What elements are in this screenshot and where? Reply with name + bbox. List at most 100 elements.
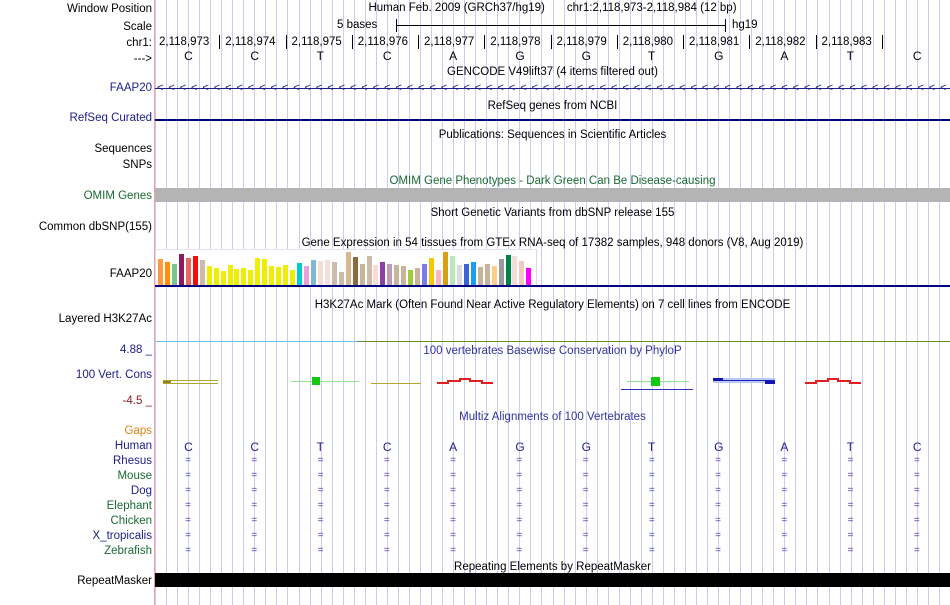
multiz-gap-glyph: = <box>383 545 390 556</box>
strand-arrow-left-icon: < <box>384 82 391 94</box>
gtex-tissue-bar <box>436 270 441 286</box>
multiz-gap-glyph: = <box>648 485 655 496</box>
species-label-rhesus[interactable]: Rhesus <box>113 455 152 467</box>
gtex-tissue-bar <box>171 264 177 286</box>
strand-arrow-left-icon: < <box>452 82 459 94</box>
strand-arrow-left-icon: < <box>191 82 198 94</box>
multiz-gap-glyph: = <box>847 545 854 556</box>
strand-arrow-left-icon: < <box>792 82 800 94</box>
species-label-xtropicalis[interactable]: X_tropicalis <box>92 530 152 542</box>
multiz-human-base: T <box>846 440 854 454</box>
gencode-transcript-line[interactable] <box>155 88 950 89</box>
strand-arrow-left-icon: < <box>849 82 856 94</box>
sequence-base: G <box>581 49 591 63</box>
track-label-gtex[interactable]: FAAP20 <box>109 268 152 280</box>
track-label-snps[interactable]: SNPs <box>122 159 152 171</box>
strand-arrow-left-icon: < <box>656 82 663 94</box>
sequence-base: C <box>912 49 922 63</box>
multiz-gap-glyph: = <box>516 545 523 556</box>
multiz-gap-glyph: = <box>648 515 655 526</box>
assembly-name: Human Feb. 2009 (GRCh37/hg19) <box>368 2 545 14</box>
multiz-gap-glyph: = <box>251 470 258 481</box>
gtex-tissue-bar <box>401 266 407 286</box>
ruler-tick <box>616 35 618 49</box>
gtex-tissue-bar <box>234 269 240 286</box>
strand-arrow-left-icon: < <box>576 82 584 94</box>
species-label-human[interactable]: Human <box>114 440 152 452</box>
gtex-expression-barchart[interactable] <box>155 249 537 287</box>
gridline <box>254 0 255 605</box>
multiz-gap-glyph: = <box>317 545 324 556</box>
strand-arrow-left-icon: < <box>327 82 334 94</box>
track-label-sequences[interactable]: Sequences <box>94 143 152 155</box>
strand-arrow-left-icon: < <box>259 82 266 94</box>
ruler-position-label: 2,118,975 <box>291 36 342 48</box>
multiz-gap-glyph: = <box>582 530 589 541</box>
multiz-gap-glyph: = <box>781 500 788 511</box>
multiz-gap-glyph: = <box>847 515 854 526</box>
multiz-gap-glyph: = <box>317 485 324 496</box>
gtex-track-title: Gene Expression in 54 tissues from GTEx … <box>301 237 804 249</box>
multiz-gap-glyph: = <box>383 470 390 481</box>
species-label-chicken[interactable]: Chicken <box>110 515 152 527</box>
multiz-gap-glyph: = <box>516 515 523 526</box>
multiz-gap-glyph: = <box>847 455 854 466</box>
species-label-elephant[interactable]: Elephant <box>106 500 152 512</box>
multiz-gap-glyph: = <box>847 470 854 481</box>
track-label-h3k27ac[interactable]: Layered H3K27Ac <box>58 313 152 325</box>
omim-gene-bar[interactable] <box>155 188 950 202</box>
conservation-feature-red-arc <box>437 382 449 384</box>
strand-arrow-left-icon: < <box>781 82 788 94</box>
track-label-dbsnp[interactable]: Common dbSNP(155) <box>38 221 152 233</box>
gtex-tissue-bar <box>519 261 525 286</box>
gridline <box>928 0 929 605</box>
strand-arrow-left-icon: < <box>168 82 175 94</box>
gtex-tissue-bar <box>192 256 198 286</box>
multiz-gap-glyph: = <box>781 530 788 541</box>
ruler-position-label: 2,118,983 <box>821 36 872 48</box>
multiz-gap-glyph: = <box>383 515 390 526</box>
gridline <box>354 0 355 605</box>
gencode-track-title: GENCODE V49lift37 (4 items filtered out) <box>447 66 658 78</box>
chrom-label: chr1: <box>126 37 152 49</box>
assembly-title: Human Feb. 2009 (GRCh37/hg19) chr1:2,118,… <box>155 2 950 14</box>
track-label-gencode[interactable]: FAAP20 <box>109 82 152 94</box>
gtex-tissue-bar <box>248 270 254 286</box>
multiz-gap-glyph: = <box>715 485 721 496</box>
strand-arrow-left-icon: < <box>520 82 527 94</box>
strand-arrow-left-icon: < <box>928 82 936 94</box>
multiz-gap-glyph: = <box>450 530 456 541</box>
species-label-zebrafish[interactable]: Zebrafish <box>104 545 152 557</box>
track-label-repeatmasker[interactable]: RepeatMasker <box>77 575 152 587</box>
track-label-refseq[interactable]: RefSeq Curated <box>69 112 152 124</box>
species-label-mouse[interactable]: Mouse <box>117 470 152 482</box>
strand-arrow-left-icon: < <box>179 82 187 94</box>
gridline <box>475 0 476 605</box>
track-label-conservation[interactable]: 100 Vert. Cons <box>75 369 152 381</box>
gridline <box>519 0 520 605</box>
multiz-gap-glyph: = <box>715 470 721 481</box>
gridline <box>917 0 918 605</box>
strand-arrow-left-icon: < <box>611 82 618 94</box>
strand-arrow-left-icon: < <box>486 82 493 94</box>
strand-arrow-left-icon: < <box>838 82 845 94</box>
track-label-gaps[interactable]: Gaps <box>124 425 153 437</box>
gtex-tissue-bar <box>220 271 226 286</box>
gridline <box>243 0 244 605</box>
multiz-gap-glyph: = <box>251 485 258 496</box>
multiz-gap-glyph: = <box>185 545 191 556</box>
multiz-human-base: G <box>581 440 591 454</box>
conservation-feature-red-arc2 <box>849 382 861 384</box>
gtex-tissue-bar <box>415 268 421 286</box>
gtex-tissue-bar <box>262 259 268 286</box>
gridline <box>729 0 730 605</box>
refseq-gene-line[interactable] <box>155 119 950 121</box>
species-label-dog[interactable]: Dog <box>130 485 152 497</box>
track-label-omim[interactable]: OMIM Genes <box>83 190 152 202</box>
strand-arrow-left-icon: < <box>542 82 550 94</box>
gridline <box>674 0 675 605</box>
gridline <box>939 0 940 605</box>
conservation-feature-navy-line <box>621 389 693 390</box>
repeatmasker-element-bar[interactable] <box>155 573 950 587</box>
